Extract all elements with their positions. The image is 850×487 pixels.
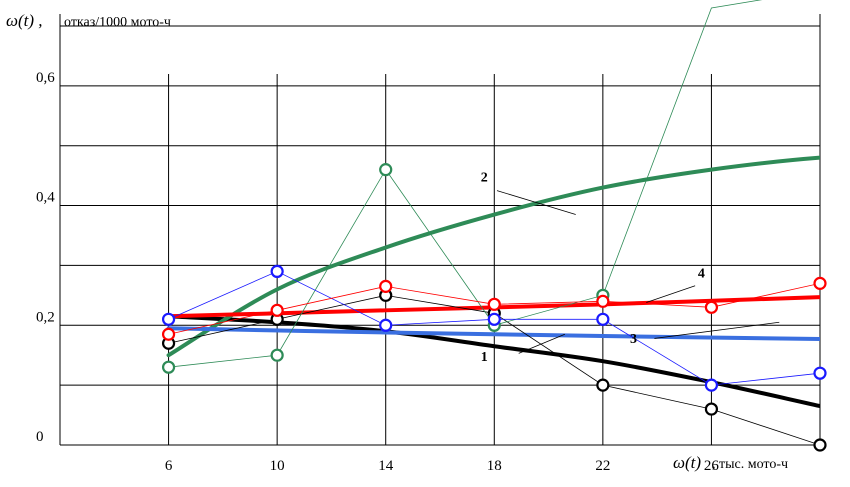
observed-point-red bbox=[270, 303, 284, 317]
observed-point-blue bbox=[596, 312, 610, 326]
observed-point-red bbox=[596, 294, 610, 308]
fitted-curve-3 bbox=[166, 326, 820, 342]
observed-point-blue bbox=[270, 264, 284, 279]
fitted-curve-1 bbox=[166, 314, 820, 409]
leader-line-4 bbox=[646, 285, 696, 303]
observed-point-blue bbox=[379, 318, 393, 332]
fitted-curve-4 bbox=[166, 295, 820, 319]
observed-line-black bbox=[168, 294, 820, 445]
leader-line-3 bbox=[654, 321, 780, 339]
curve-label-3: 3 bbox=[630, 332, 637, 347]
observed-point-blue bbox=[487, 312, 501, 326]
observed-point-green bbox=[379, 163, 393, 177]
curve-label-2: 2 bbox=[481, 171, 488, 186]
observed-point-black bbox=[813, 438, 827, 452]
x-tick-label: 18 bbox=[487, 458, 502, 474]
y-axis-title: ω(t) , bbox=[6, 11, 43, 30]
fitted-curves bbox=[166, 155, 820, 409]
y-tick-label: 0,2 bbox=[36, 309, 55, 325]
x-axis-unit: , тыс. мото-ч bbox=[712, 457, 788, 472]
x-tick-label: 10 bbox=[270, 458, 285, 474]
observed-line-blue bbox=[168, 270, 820, 386]
observed-point-blue bbox=[161, 312, 176, 326]
y-axis-unit: отказ/1000 мото-ч bbox=[64, 15, 171, 30]
curve-label-4: 4 bbox=[698, 266, 705, 281]
observed-line-green bbox=[168, 0, 763, 368]
observed-point-red bbox=[487, 297, 501, 311]
x-tick-label: 22 bbox=[595, 458, 610, 474]
observed-series bbox=[161, 0, 827, 452]
x-tick-label: 6 bbox=[165, 458, 173, 474]
observed-point-red bbox=[161, 327, 176, 341]
leader-line-2 bbox=[496, 190, 576, 215]
observed-point-red bbox=[704, 300, 719, 314]
y-tick-label: 0,6 bbox=[36, 70, 55, 86]
x-tick-label: 26 bbox=[704, 458, 720, 474]
x-tick-label: 14 bbox=[378, 458, 394, 474]
curve-label-1: 1 bbox=[481, 350, 488, 365]
fitted-curve-2 bbox=[166, 155, 820, 358]
observed-point-red bbox=[813, 276, 827, 290]
observed-point-blue bbox=[813, 366, 827, 380]
curve-labels: 1 2 3 4 bbox=[481, 171, 780, 365]
observed-point-black bbox=[704, 402, 719, 416]
y-tick-label: 0,4 bbox=[36, 190, 55, 206]
leader-line-1 bbox=[518, 333, 566, 354]
observed-point-blue bbox=[704, 378, 719, 392]
observed-line-red bbox=[168, 282, 820, 335]
x-axis-title: ω(t) bbox=[673, 453, 701, 472]
y-tick-label: 0 bbox=[36, 429, 44, 445]
observed-point-green bbox=[270, 348, 284, 362]
observed-point-red bbox=[379, 279, 393, 293]
observed-point-green bbox=[161, 360, 176, 374]
observed-point-black bbox=[596, 378, 610, 392]
